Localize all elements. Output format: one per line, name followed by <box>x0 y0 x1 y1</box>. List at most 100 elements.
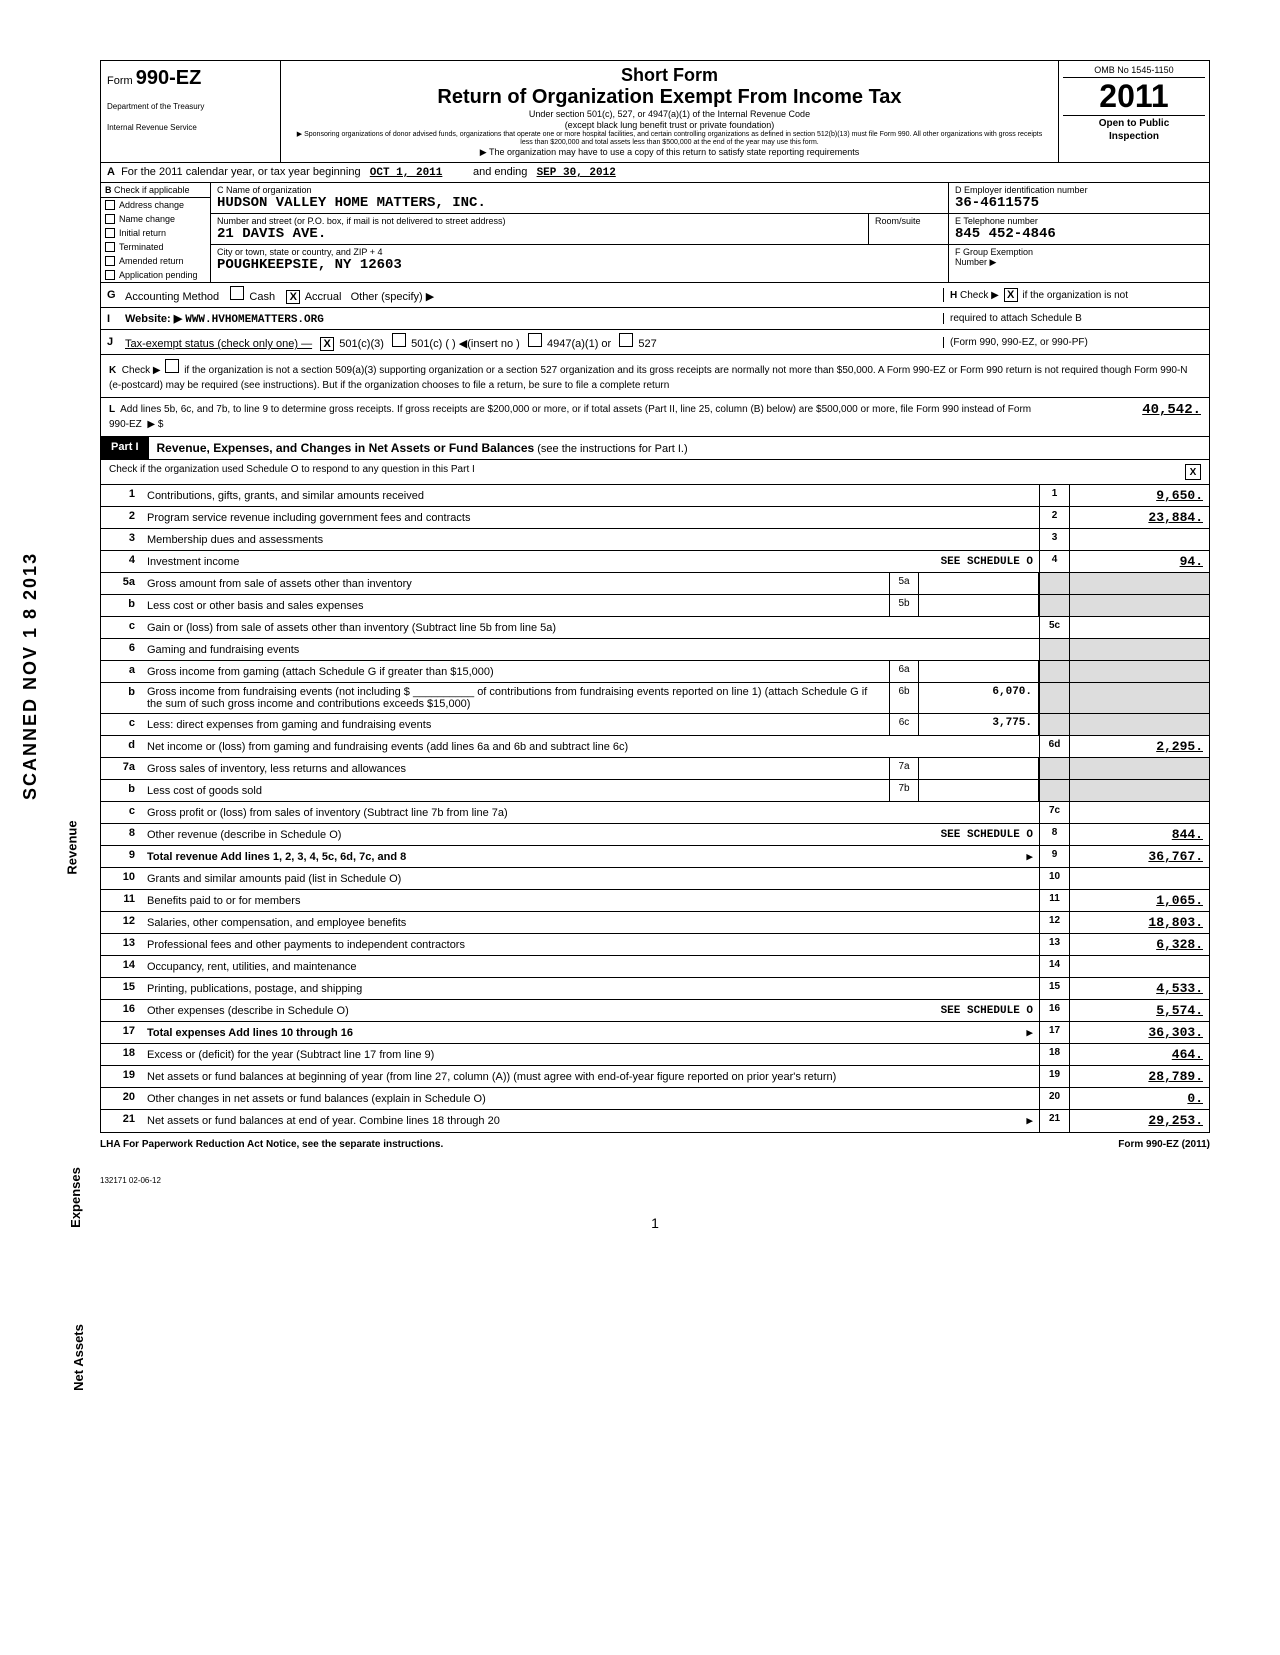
line-i: I Website: ▶ WWW.HVHOMEMATTERS.ORG requi… <box>100 308 1210 330</box>
chk-app-pending[interactable] <box>105 270 115 280</box>
form-number: 990-EZ <box>136 67 202 89</box>
mid-line-val <box>919 661 1039 682</box>
row-number: 5a <box>101 573 141 594</box>
row-number: 9 <box>101 846 141 867</box>
mid-line-val <box>919 573 1039 594</box>
subtitle-2: (except black lung benefit trust or priv… <box>291 120 1048 131</box>
line-amount: 6,328. <box>1069 934 1209 955</box>
row-number: 4 <box>101 551 141 572</box>
row-number: d <box>101 736 141 757</box>
row-description: Less: direct expenses from gaming and fu… <box>141 714 889 735</box>
row-number: 3 <box>101 529 141 550</box>
chk-527[interactable] <box>619 333 633 347</box>
chk-accrual[interactable]: X <box>286 290 300 304</box>
year-box: OMB No 1545-1150 2011 Open to Public Ins… <box>1059 61 1209 162</box>
table-row: 15Printing, publications, postage, and s… <box>101 978 1209 1000</box>
row-description: Benefits paid to or for members <box>141 890 1039 911</box>
line-number: 13 <box>1039 934 1069 955</box>
b-opt-4: Amended return <box>119 256 184 266</box>
row-number: 16 <box>101 1000 141 1021</box>
subtitle-1: Under section 501(c), 527, or 4947(a)(1)… <box>291 109 1048 120</box>
row-number: 8 <box>101 824 141 845</box>
row-number: 10 <box>101 868 141 889</box>
table-row: 17Total expenses Add lines 10 through 16… <box>101 1022 1209 1044</box>
b-opt-0: Address change <box>119 200 184 210</box>
line-number: 21 <box>1039 1110 1069 1132</box>
row-description: Salaries, other compensation, and employ… <box>141 912 1039 933</box>
form-ref: Form 990-EZ (2011) <box>1118 1139 1210 1150</box>
line-amount: 18,803. <box>1069 912 1209 933</box>
shaded-cell <box>1069 639 1209 660</box>
col-b: B Check if applicable Address change Nam… <box>101 183 211 282</box>
line-number: 20 <box>1039 1088 1069 1109</box>
form-number-box: Form 990-EZ Department of the Treasury I… <box>101 61 281 162</box>
chk-initial-return[interactable] <box>105 228 115 238</box>
g-other: Other (specify) ▶ <box>351 291 435 303</box>
mid-line-num: 6b <box>889 683 919 713</box>
row-number: 12 <box>101 912 141 933</box>
line-number: 8 <box>1039 824 1069 845</box>
shaded-cell <box>1069 714 1209 735</box>
row-description: Gain or (loss) from sale of assets other… <box>141 617 1039 638</box>
table-row: 20Other changes in net assets or fund ba… <box>101 1088 1209 1110</box>
table-row: dNet income or (loss) from gaming and fu… <box>101 736 1209 758</box>
line-amount: 5,574. <box>1069 1000 1209 1021</box>
part1-check-o: Check if the organization used Schedule … <box>100 460 1210 485</box>
row-description: Printing, publications, postage, and shi… <box>141 978 1039 999</box>
lha-notice: LHA For Paperwork Reduction Act Notice, … <box>100 1139 1118 1150</box>
schedule-ref: SEE SCHEDULE O <box>941 556 1033 568</box>
row-description: Net assets or fund balances at end of ye… <box>141 1110 1039 1132</box>
chk-501c[interactable] <box>392 333 406 347</box>
line-amount: 36,303. <box>1069 1022 1209 1043</box>
part1-tag: Part I <box>101 437 149 459</box>
table-row: 1Contributions, gifts, grants, and simil… <box>101 485 1209 507</box>
table-row: 5aGross amount from sale of assets other… <box>101 573 1209 595</box>
table-row: bGross income from fundraising events (n… <box>101 683 1209 714</box>
line-number: 16 <box>1039 1000 1069 1021</box>
chk-address-change[interactable] <box>105 200 115 210</box>
mid-line-val: 6,070. <box>919 683 1039 713</box>
line-number: 18 <box>1039 1044 1069 1065</box>
row-description: Gross profit or (loss) from sales of inv… <box>141 802 1039 823</box>
chk-4947[interactable] <box>528 333 542 347</box>
chk-terminated[interactable] <box>105 242 115 252</box>
table-row: 2Program service revenue including gover… <box>101 507 1209 529</box>
mid-line-val <box>919 595 1039 616</box>
line-number: 14 <box>1039 956 1069 977</box>
main-title: Return of Organization Exempt From Incom… <box>291 86 1048 109</box>
shaded-cell <box>1039 780 1069 801</box>
chk-schedule-b[interactable]: X <box>1004 288 1018 302</box>
row-description: Gross income from fundraising events (no… <box>141 683 889 713</box>
line-g: G Accounting Method Cash X Accrual Other… <box>100 283 1210 308</box>
chk-k[interactable] <box>165 359 179 373</box>
check-o-box[interactable]: X <box>1185 464 1201 480</box>
chk-501c3[interactable]: X <box>320 337 334 351</box>
row-description: Gaming and fundraising events <box>141 639 1039 660</box>
row-description: Other expenses (describe in Schedule O)S… <box>141 1000 1039 1021</box>
h-txt4: (Form 990, 990-EZ, or 990-PF) <box>943 337 1203 348</box>
g-cash: Cash <box>249 291 275 303</box>
chk-name-change[interactable] <box>105 214 115 224</box>
footer: LHA For Paperwork Reduction Act Notice, … <box>100 1133 1210 1156</box>
row-description: Grants and similar amounts paid (list in… <box>141 868 1039 889</box>
line-amount <box>1069 802 1209 823</box>
row-number: 13 <box>101 934 141 955</box>
line-number: 17 <box>1039 1022 1069 1043</box>
line-amount: 0. <box>1069 1088 1209 1109</box>
j-o3: 4947(a)(1) or <box>547 338 611 350</box>
chk-amended[interactable] <box>105 256 115 266</box>
dept-treasury: Department of the Treasury <box>107 102 274 111</box>
b-opt-3: Terminated <box>119 242 164 252</box>
form-header: Form 990-EZ Department of the Treasury I… <box>100 60 1210 163</box>
shaded-cell <box>1039 661 1069 682</box>
chk-cash[interactable] <box>230 286 244 300</box>
shaded-cell <box>1039 573 1069 594</box>
row-number: 15 <box>101 978 141 999</box>
row-description: Other changes in net assets or fund bala… <box>141 1088 1039 1109</box>
b-opt-5: Application pending <box>119 270 198 280</box>
line-amount: 29,253. <box>1069 1110 1209 1132</box>
j-o2: 501(c) ( <box>411 338 449 350</box>
subtitle-4: ▶ The organization may have to use a cop… <box>291 147 1048 158</box>
row-number: 14 <box>101 956 141 977</box>
table-row: 16Other expenses (describe in Schedule O… <box>101 1000 1209 1022</box>
